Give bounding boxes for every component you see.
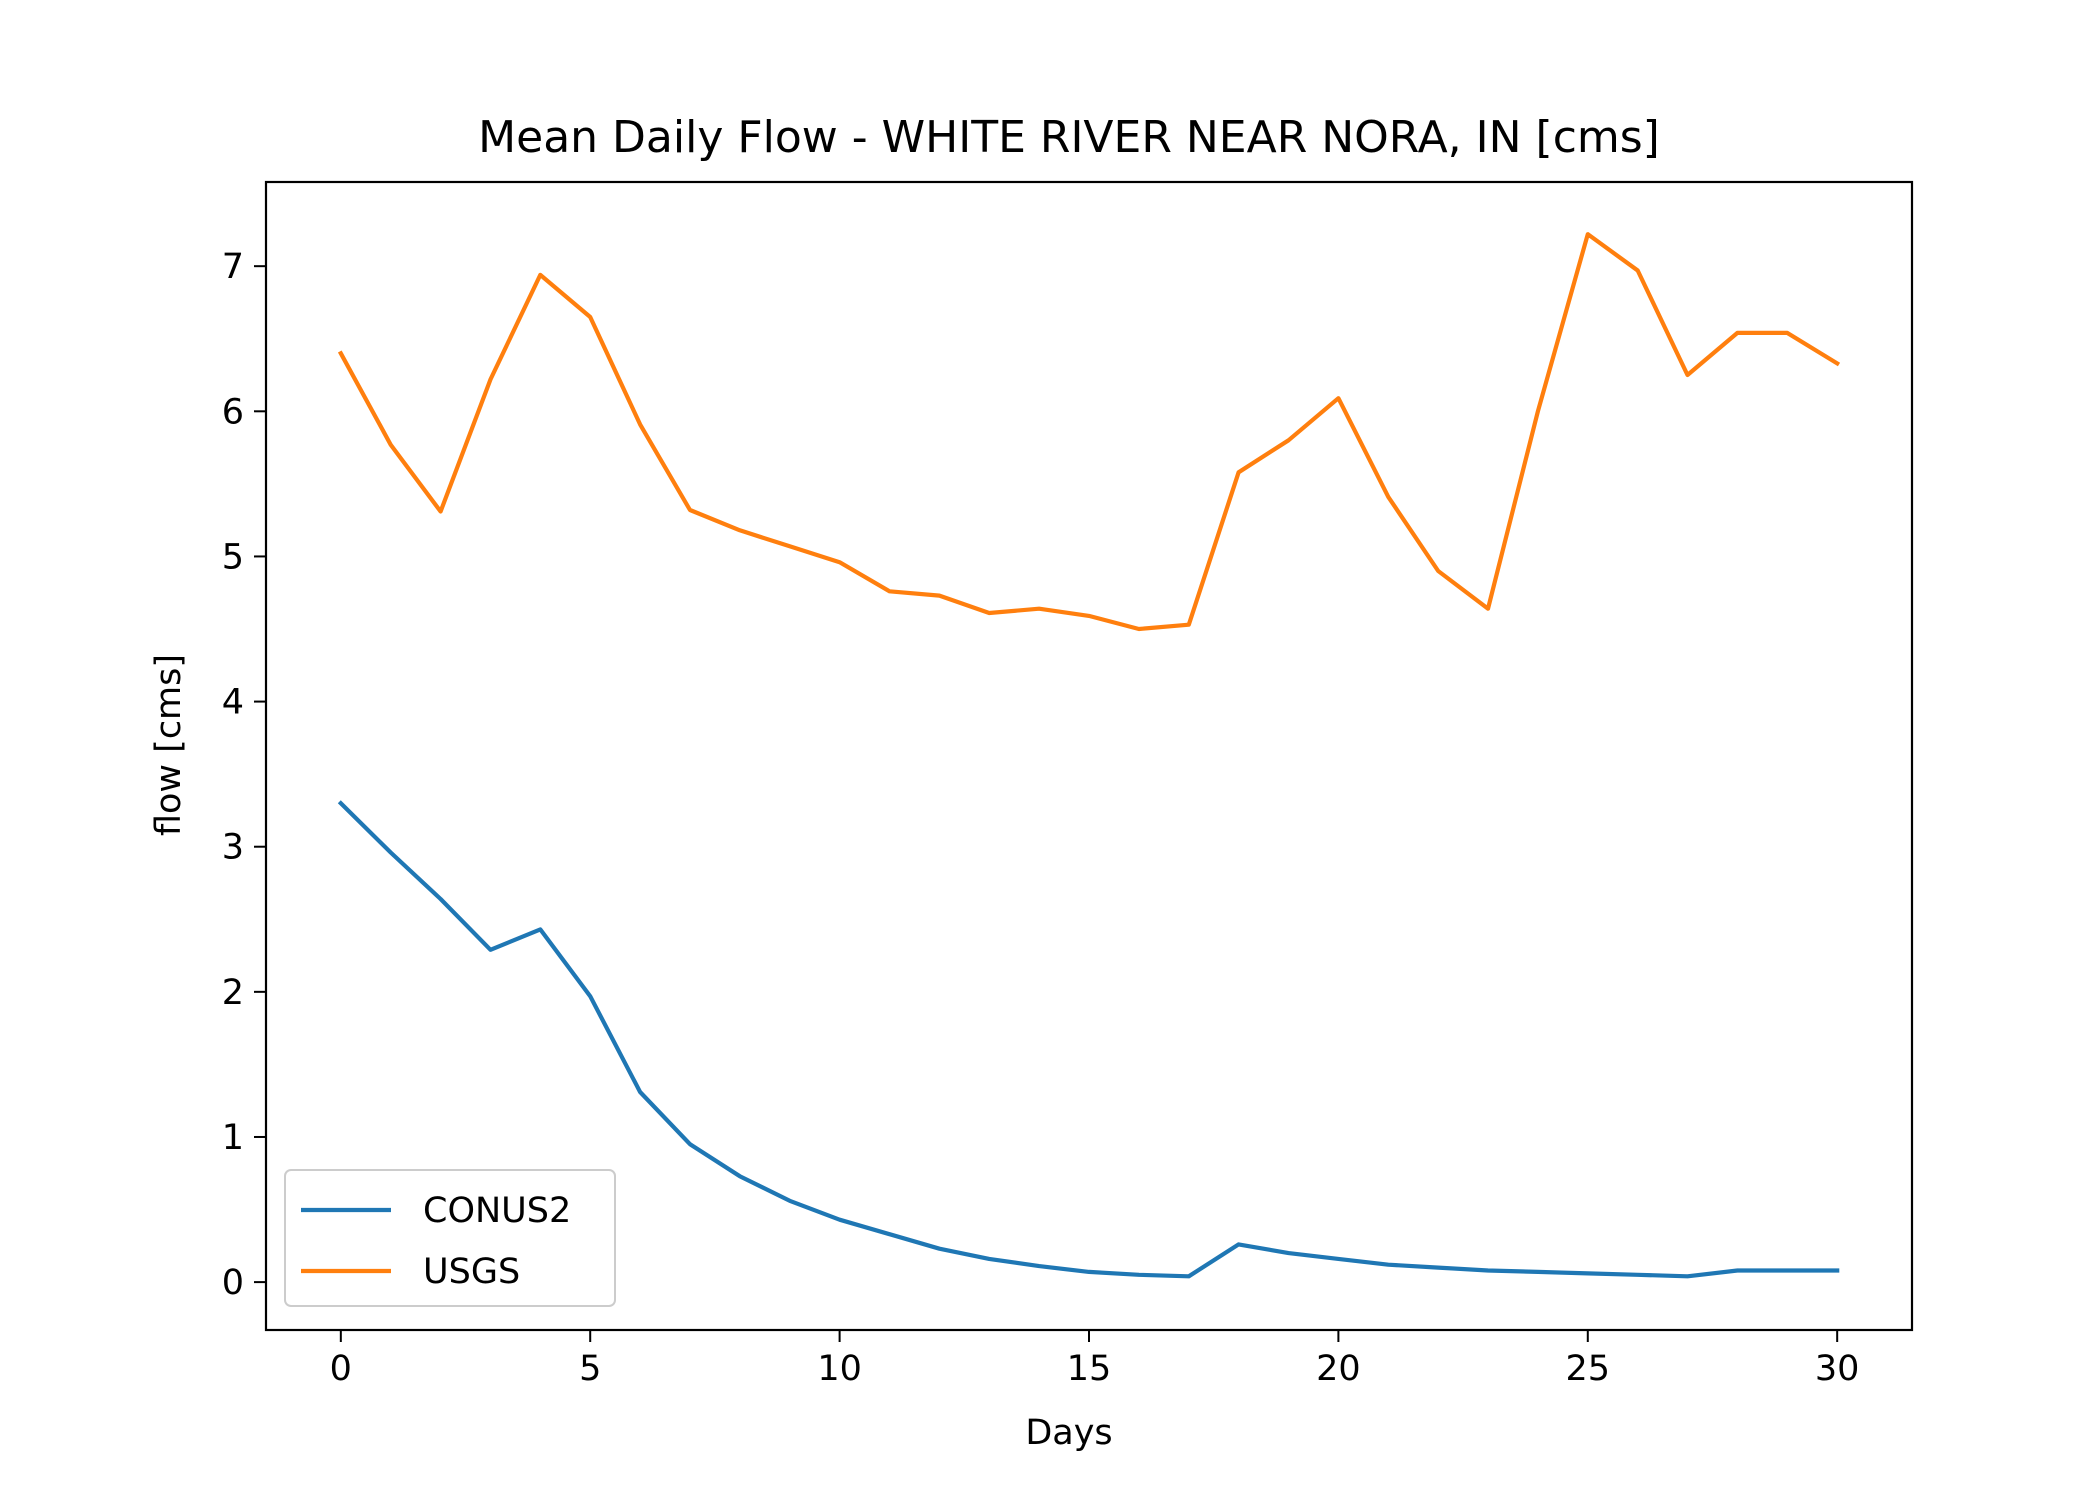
plot-frame xyxy=(264,180,1914,1332)
x-tick-label: 20 xyxy=(1316,1349,1361,1389)
legend-label-usgs: USGS xyxy=(423,1252,520,1292)
y-tick-label: 1 xyxy=(222,1118,244,1158)
series-line-usgs xyxy=(337,232,1841,632)
x-tick-label: 15 xyxy=(1067,1349,1112,1389)
y-tick-label: 4 xyxy=(222,683,244,723)
x-tick-label: 10 xyxy=(817,1349,862,1389)
y-tick-label: 5 xyxy=(222,537,244,577)
x-tick-label: 0 xyxy=(330,1349,352,1389)
y-tick-label: 0 xyxy=(222,1263,244,1303)
y-tick-label: 2 xyxy=(222,973,244,1013)
y-tick-label: 7 xyxy=(222,247,244,287)
y-tick-label: 3 xyxy=(222,828,244,868)
x-axis-label: Days xyxy=(1025,1413,1112,1453)
x-tick-label: 25 xyxy=(1566,1349,1611,1389)
series-line-conus2 xyxy=(337,800,1840,1279)
y-axis-label: flow [cms] xyxy=(149,654,189,836)
plot-area: 0 5 10 15 20 25 30 0 1 2 3 4 5 6 7 CONUS2 USGS xyxy=(222,180,1914,1389)
x-tick-label: 30 xyxy=(1815,1349,1860,1389)
legend-label-conus2: CONUS2 xyxy=(423,1191,571,1231)
chart-title: Mean Daily Flow - WHITE RIVER NEAR NORA,… xyxy=(478,112,1660,163)
x-tick-label: 5 xyxy=(579,1349,601,1389)
y-tick-label: 6 xyxy=(222,392,244,432)
